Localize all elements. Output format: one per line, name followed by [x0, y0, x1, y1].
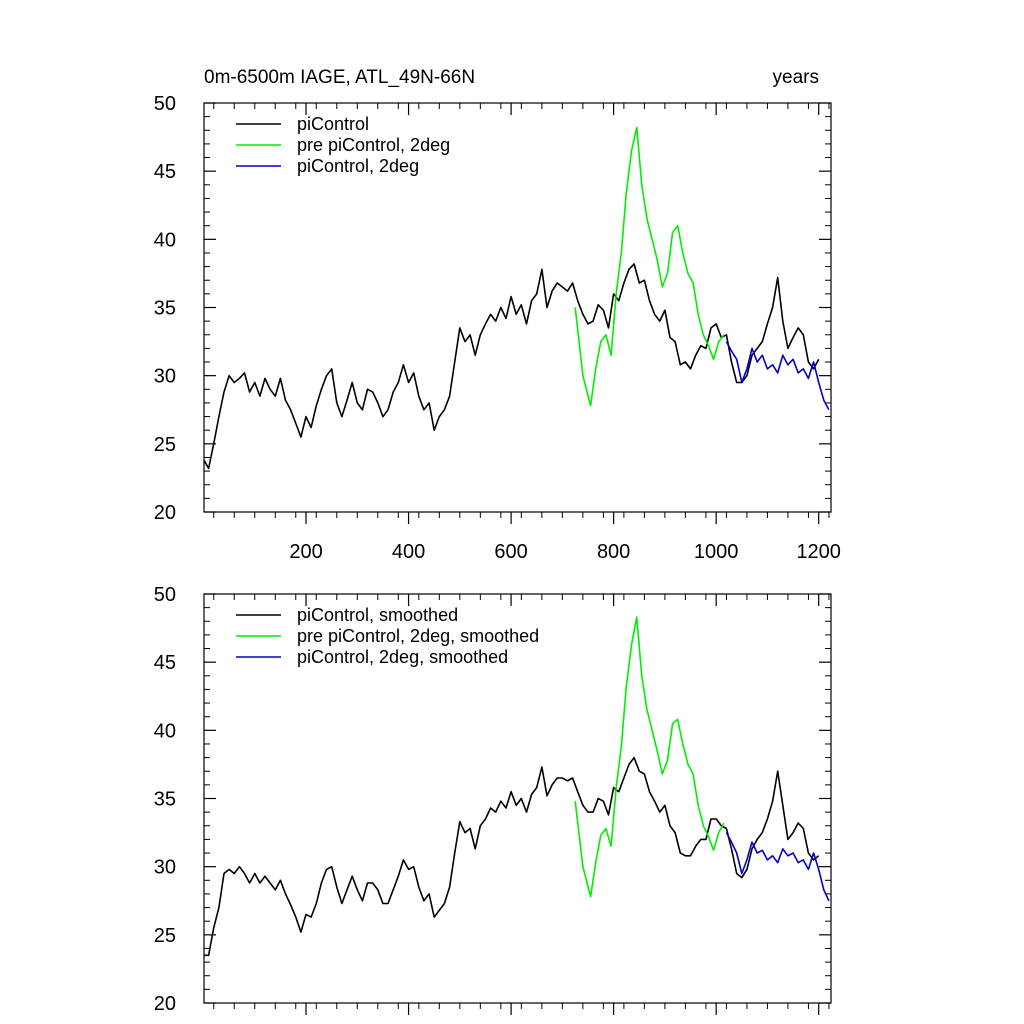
- legend-label-1: pre piControl, 2deg, smoothed: [297, 626, 539, 646]
- x-tick-label: 400: [392, 541, 425, 563]
- series-line-0: [203, 263, 820, 470]
- y-tick-label: 20: [154, 993, 176, 1015]
- series-line-2: [725, 341, 830, 411]
- y-tick-label: 40: [154, 720, 176, 742]
- y-tick-label: 50: [154, 93, 176, 115]
- x-tick-label: 200: [289, 541, 322, 563]
- y-tick-label: 30: [154, 366, 176, 388]
- series-line-1: [574, 616, 725, 898]
- chart-title: 0m-6500m IAGE, ATL_49N-66N: [204, 67, 475, 88]
- x-tick-label: 1200: [796, 541, 841, 563]
- legend-label-1: pre piControl, 2deg: [297, 135, 450, 155]
- y-tick-label: 25: [154, 434, 176, 456]
- y-tick-label: 20: [154, 502, 176, 524]
- x-tick-label: 1000: [694, 541, 739, 563]
- y-tick-label: 35: [154, 298, 176, 320]
- legend-label-2: piControl, 2deg, smoothed: [297, 647, 508, 667]
- y-tick-label: 35: [154, 789, 176, 811]
- panel-top: 0m-6500m IAGE, ATL_49N-66N years 20 25 30 3…: [154, 67, 841, 563]
- series-line-1: [574, 126, 725, 407]
- y-tick-label: 30: [154, 857, 176, 879]
- x-tick-label: 800: [597, 541, 630, 563]
- legend-label-0: piControl, smoothed: [297, 605, 458, 625]
- x-tick-label: 600: [494, 541, 527, 563]
- series-line-2: [725, 832, 830, 902]
- y-tick-label: 50: [154, 584, 176, 606]
- y-tick-label: 45: [154, 161, 176, 183]
- series-line-0: [204, 756, 820, 957]
- legend-label-0: piControl: [297, 114, 369, 134]
- y-tick-label: 40: [154, 229, 176, 251]
- legend-label-2: piControl, 2deg: [297, 156, 419, 176]
- y-tick-label: 25: [154, 925, 176, 947]
- units-label: years: [773, 67, 819, 88]
- y-tick-label: 45: [154, 652, 176, 674]
